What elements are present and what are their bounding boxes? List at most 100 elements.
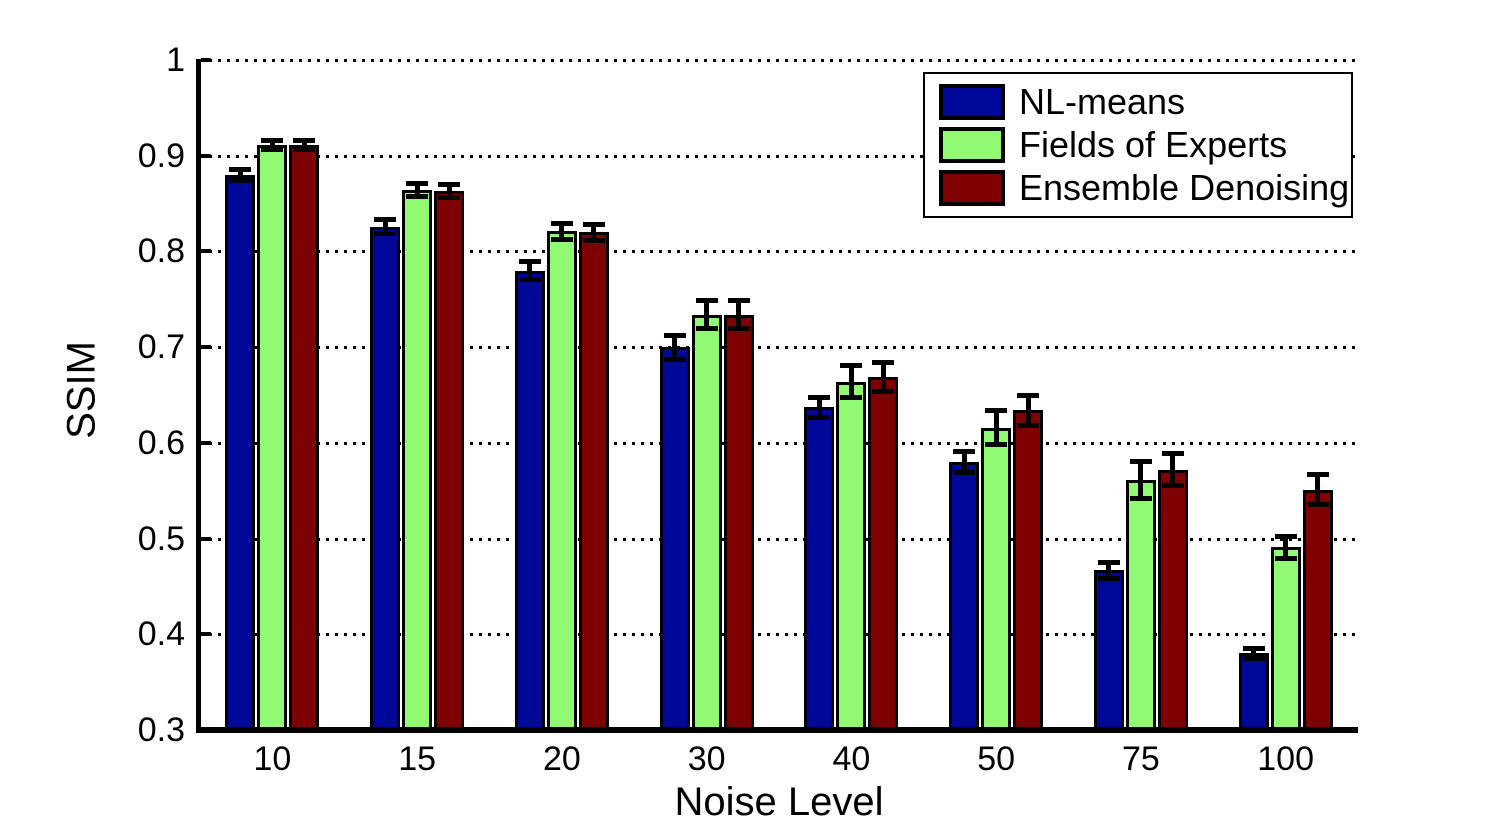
error-bar-cap: [985, 408, 1008, 414]
gridline: [200, 537, 1358, 541]
legend-swatch-green: [939, 126, 1005, 163]
y-tick-label: 0.4: [137, 615, 185, 654]
y-tick: [201, 58, 211, 62]
x-tick-label: 20: [542, 740, 581, 778]
error-bar-cap: [1242, 645, 1265, 651]
legend-item-ensemble-denoising: Ensemble Denoising: [925, 167, 1351, 209]
gridline: [200, 346, 1358, 350]
error-bar: [559, 222, 565, 240]
x-axis-label: Noise Level: [674, 780, 884, 824]
error-bar-cap: [953, 469, 976, 475]
error-bar: [880, 361, 886, 393]
x-tick-label: 100: [1257, 740, 1314, 778]
x-tick-label: 10: [253, 740, 292, 778]
error-bar-cap: [663, 332, 686, 338]
legend-label: Fields of Experts: [1019, 123, 1288, 165]
legend-swatch-blue: [939, 83, 1005, 120]
y-tick: [201, 536, 211, 541]
error-bar: [414, 183, 420, 197]
error-bar-cap: [985, 441, 1008, 447]
y-tick-label: 0.7: [137, 328, 185, 367]
error-bar-cap: [438, 194, 461, 200]
error-bar-cap: [840, 363, 863, 369]
error-bar-cap: [872, 389, 895, 395]
y-tick-label: 0.3: [137, 711, 185, 749]
error-bar: [1315, 474, 1321, 506]
error-bar: [736, 300, 742, 329]
error-bar-cap: [1274, 533, 1297, 539]
error-bar: [993, 410, 999, 445]
error-bar-cap: [261, 146, 284, 152]
error-bar-cap: [1097, 575, 1120, 581]
error-bar: [1251, 647, 1257, 660]
error-bar: [1106, 561, 1112, 579]
bar-fields-of-experts-40: [836, 381, 867, 732]
error-bar: [1283, 535, 1289, 559]
legend-item-fields-of-experts: Fields of Experts: [925, 123, 1351, 165]
error-bar-cap: [1017, 422, 1040, 428]
gridline: [200, 59, 1358, 62]
y-tick: [201, 440, 211, 445]
error-bar-cap: [727, 325, 750, 331]
error-bar-cap: [582, 221, 605, 227]
bar-ensemble-denoising-100: [1302, 489, 1333, 732]
error-bar-cap: [374, 216, 397, 222]
error-bar-cap: [695, 298, 718, 304]
error-bar-cap: [293, 138, 316, 144]
bar-ensemble-denoising-40: [868, 376, 899, 732]
error-bar-cap: [695, 325, 718, 331]
legend-label: Ensemble Denoising: [1019, 167, 1350, 209]
gridline: [200, 250, 1358, 254]
error-bar-cap: [808, 394, 831, 400]
bar-fields-of-experts-10: [257, 145, 288, 732]
bar-ensemble-denoising-15: [434, 191, 465, 732]
bar-nl-means-75: [1093, 570, 1124, 732]
x-tick-label: 15: [398, 740, 437, 778]
error-bar: [1170, 453, 1176, 486]
error-bar-cap: [1161, 451, 1184, 457]
error-bar-cap: [229, 167, 252, 173]
bar-nl-means-30: [659, 347, 690, 732]
error-bar-cap: [1306, 502, 1329, 508]
error-bar-cap: [663, 356, 686, 362]
x-tick-label: 40: [832, 740, 871, 778]
bar-ensemble-denoising-75: [1157, 469, 1188, 732]
error-bar-cap: [1161, 482, 1184, 488]
bar-ensemble-denoising-10: [289, 145, 320, 732]
bar-fields-of-experts-50: [981, 427, 1012, 732]
error-bar: [591, 223, 597, 241]
y-tick-label: 1: [166, 41, 185, 79]
legend-swatch-red: [939, 170, 1005, 207]
error-bar: [446, 184, 452, 198]
error-bar: [704, 300, 710, 329]
legend-item-nl-means: NL-means: [925, 83, 1351, 120]
error-bar: [672, 334, 678, 360]
error-bar-cap: [518, 259, 541, 264]
error-bar-cap: [293, 146, 316, 152]
error-bar: [816, 396, 822, 418]
error-bar-cap: [727, 298, 750, 304]
error-bar-cap: [229, 177, 252, 183]
y-tick: [201, 632, 211, 637]
error-bar-cap: [1306, 472, 1329, 478]
y-tick: [201, 249, 211, 254]
x-tick-label: 50: [977, 740, 1016, 778]
error-bar: [301, 140, 307, 150]
gridline: [200, 441, 1358, 445]
bar-fields-of-experts-15: [402, 190, 433, 732]
error-bar: [961, 451, 967, 473]
bar-nl-means-20: [514, 270, 545, 732]
bar-nl-means-100: [1238, 653, 1269, 732]
x-axis-line: [196, 727, 1358, 733]
y-tick-label: 0.9: [137, 136, 185, 175]
error-bar-cap: [872, 359, 895, 365]
bar-fields-of-experts-20: [546, 231, 577, 732]
error-bar-cap: [953, 449, 976, 455]
error-bar: [848, 365, 854, 398]
gridline: [200, 633, 1358, 637]
error-bar-cap: [1129, 496, 1152, 502]
error-bar-cap: [518, 277, 541, 283]
bar-fields-of-experts-75: [1125, 480, 1156, 732]
y-axis-line: [196, 59, 201, 733]
